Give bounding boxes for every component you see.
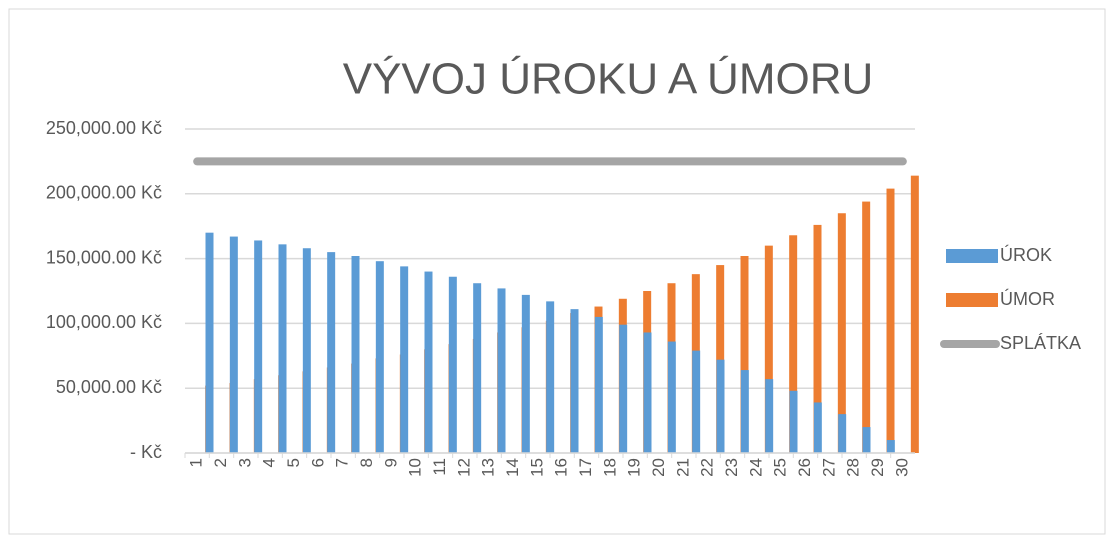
bar (740, 370, 749, 453)
bar (667, 341, 676, 453)
x-tick-label: 23 (722, 458, 741, 477)
x-tick-label: 18 (600, 458, 619, 477)
x-tick-label: 11 (430, 458, 449, 476)
bar (838, 414, 847, 453)
x-tick-label: 16 (552, 458, 571, 477)
x-tick-label: 15 (527, 458, 546, 477)
bar (497, 288, 506, 453)
bar (886, 440, 895, 453)
y-tick-label: 50,000.00 Kč (56, 377, 162, 397)
x-tick-label: 13 (479, 458, 498, 477)
bar (692, 350, 701, 453)
x-tick-label: 1 (187, 458, 206, 467)
x-tick-label: 4 (260, 458, 279, 467)
bar (910, 175, 919, 453)
bar (570, 309, 579, 453)
y-tick-label: 150,000.00 Kč (46, 247, 162, 267)
x-tick-label: 7 (333, 458, 352, 467)
x-tick-label: 30 (892, 458, 911, 477)
x-tick-label: 26 (795, 458, 814, 477)
bar (619, 324, 628, 453)
bar (789, 235, 798, 453)
bar (643, 332, 652, 453)
bar (789, 390, 798, 453)
legend-label: SPLÁTKA (1000, 333, 1081, 353)
bar (448, 276, 457, 453)
legend-label: ÚROK (1000, 244, 1052, 265)
bar (837, 213, 846, 453)
x-tick-label: 12 (454, 458, 473, 477)
legend-swatch (946, 249, 998, 263)
bar (351, 256, 360, 453)
bar (302, 248, 311, 453)
x-tick-label: 17 (576, 458, 595, 477)
bar (594, 316, 603, 453)
x-tick-label: 22 (698, 458, 717, 477)
chart-frame (8, 8, 1106, 535)
x-tick-label: 19 (625, 458, 644, 477)
bar (886, 188, 895, 453)
chart-title: VÝVOJ ÚROKU A ÚMORU (343, 55, 874, 104)
bar (546, 301, 555, 453)
bar (375, 261, 384, 453)
bar (862, 201, 871, 453)
y-tick-label: 250,000.00 Kč (46, 118, 162, 138)
bar (473, 283, 482, 453)
bar (205, 232, 214, 453)
bar (229, 236, 238, 453)
bar (716, 359, 725, 453)
x-tick-label: 21 (673, 458, 692, 477)
bar (813, 224, 822, 453)
bar (400, 266, 409, 453)
bar (278, 244, 287, 453)
x-tick-label: 8 (357, 458, 376, 467)
legend-label: ÚMOR (1000, 288, 1055, 309)
x-tick-label: 14 (503, 458, 522, 477)
y-tick-label: - Kč (130, 442, 162, 462)
bar (424, 271, 433, 453)
bar (765, 379, 774, 453)
x-tick-label: 3 (235, 458, 254, 467)
y-tick-label: 100,000.00 Kč (46, 312, 162, 332)
bar (521, 294, 530, 453)
x-tick-label: 2 (211, 458, 230, 467)
bar (254, 240, 263, 453)
bar (813, 402, 822, 453)
x-tick-label: 20 (649, 458, 668, 477)
x-tick-label: 29 (868, 458, 887, 477)
x-tick-label: 28 (844, 458, 863, 477)
x-tick-label: 24 (746, 458, 765, 477)
legend-swatch (946, 293, 998, 307)
x-tick-label: 5 (284, 458, 303, 467)
y-tick-label: 200,000.00 Kč (46, 183, 162, 203)
bar (740, 256, 749, 453)
bar (764, 245, 773, 453)
x-tick-label: 25 (771, 458, 790, 477)
x-tick-label: 10 (406, 458, 425, 477)
x-tick-label: 27 (819, 458, 838, 477)
bar (327, 252, 336, 453)
bar (862, 427, 871, 453)
x-tick-label: 6 (308, 458, 327, 467)
x-tick-label: 9 (381, 458, 400, 467)
bar (716, 265, 725, 453)
